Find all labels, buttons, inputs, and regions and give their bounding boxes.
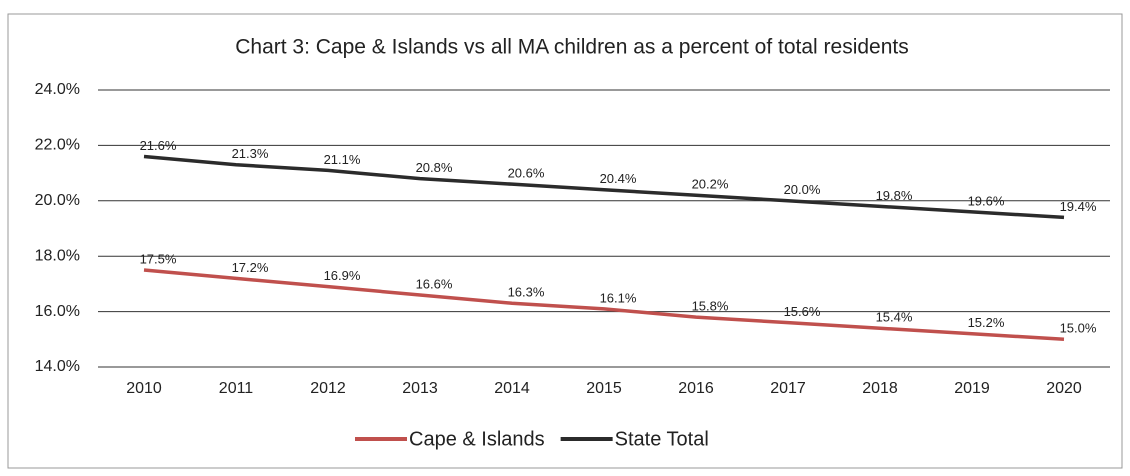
data-label: 20.4% bbox=[600, 171, 637, 186]
data-label: 20.2% bbox=[692, 177, 729, 192]
data-label: 15.0% bbox=[1060, 321, 1097, 336]
data-label: 21.3% bbox=[232, 146, 269, 161]
legend-label: State Total bbox=[615, 428, 709, 450]
x-tick-label: 2012 bbox=[310, 380, 346, 397]
data-label: 17.5% bbox=[140, 251, 177, 266]
x-tick-label: 2019 bbox=[954, 380, 990, 397]
data-label: 19.6% bbox=[968, 193, 1005, 208]
data-label: 16.1% bbox=[600, 290, 637, 305]
data-label: 20.0% bbox=[784, 182, 821, 197]
y-tick-label: 18.0% bbox=[35, 247, 80, 264]
y-tick-label: 22.0% bbox=[35, 137, 80, 154]
data-label: 15.6% bbox=[784, 304, 821, 319]
data-label: 20.6% bbox=[508, 166, 545, 181]
x-tick-label: 2010 bbox=[126, 380, 162, 397]
data-label: 15.8% bbox=[692, 299, 729, 314]
x-tick-label: 2017 bbox=[770, 380, 806, 397]
x-tick-label: 2014 bbox=[494, 380, 530, 397]
data-label: 16.9% bbox=[324, 268, 361, 283]
y-tick-label: 20.0% bbox=[35, 192, 80, 209]
data-label: 20.8% bbox=[416, 160, 453, 175]
data-label: 15.2% bbox=[968, 315, 1005, 330]
data-label: 17.2% bbox=[232, 260, 269, 275]
chart-title: Chart 3: Cape & Islands vs all MA childr… bbox=[235, 36, 909, 59]
y-tick-label: 24.0% bbox=[35, 81, 80, 98]
series-line bbox=[143, 268, 1065, 342]
x-tick-label: 2020 bbox=[1046, 380, 1082, 397]
x-tick-label: 2018 bbox=[862, 380, 898, 397]
x-tick-label: 2013 bbox=[402, 380, 438, 397]
series-line bbox=[143, 154, 1065, 220]
y-tick-label: 14.0% bbox=[35, 358, 80, 375]
chart-border bbox=[7, 13, 1123, 469]
x-tick-label: 2011 bbox=[219, 380, 254, 397]
data-label: 21.1% bbox=[324, 152, 361, 167]
data-label: 19.8% bbox=[876, 188, 913, 203]
x-tick-label: 2016 bbox=[678, 380, 714, 397]
x-tick-label: 2015 bbox=[586, 380, 622, 397]
legend-label: Cape & Islands bbox=[409, 428, 545, 450]
data-label: 15.4% bbox=[876, 310, 913, 325]
data-label: 21.6% bbox=[140, 138, 177, 153]
y-tick-label: 16.0% bbox=[35, 303, 80, 320]
data-label: 16.6% bbox=[416, 276, 453, 291]
data-label: 16.3% bbox=[508, 285, 545, 300]
data-label: 19.4% bbox=[1060, 199, 1097, 214]
